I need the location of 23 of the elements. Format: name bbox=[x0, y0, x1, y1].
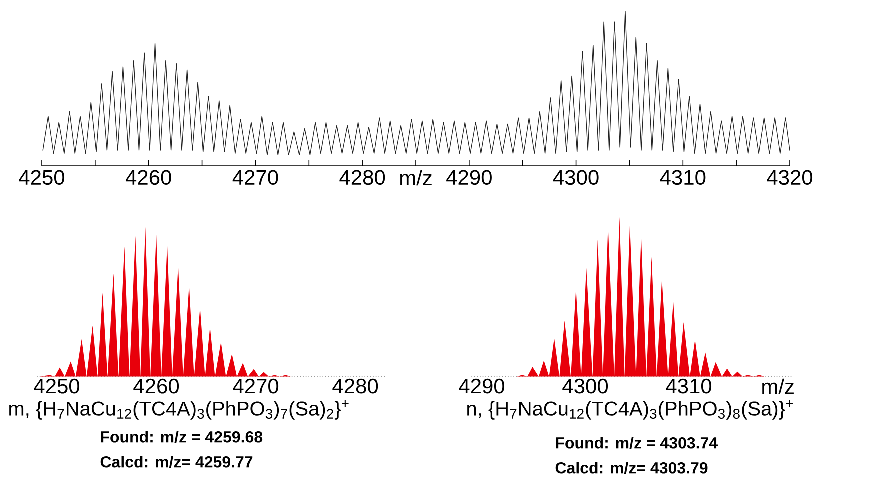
x-tick-label: 4310 bbox=[666, 378, 712, 394]
x-axis-title: m/z bbox=[762, 378, 794, 394]
x-tick-label: 4260 bbox=[126, 170, 172, 186]
x-tick-label: 4270 bbox=[233, 378, 279, 394]
x-tick-label: 4260 bbox=[134, 378, 180, 394]
x-axis-title: m/z bbox=[400, 170, 432, 186]
x-tick-label: 4300 bbox=[562, 378, 608, 394]
x-tick-label: 4300 bbox=[553, 170, 599, 186]
x-tick-label: 4250 bbox=[19, 170, 65, 186]
x-tick-label: 4310 bbox=[660, 170, 706, 186]
text: Found: m/z = 4303.74 bbox=[556, 437, 718, 449]
text: m, {H$_{7}$NaCu$_{12}$(TC4A)$_{3}$(PhPO$_{3}$)$_{7}$(Sa)$_{2}$}$^{+}$ bbox=[10, 400, 349, 420]
x-tick-label: 4290 bbox=[446, 170, 492, 186]
x-tick-label: 4320 bbox=[767, 170, 813, 186]
x-tick-label: 4250 bbox=[34, 378, 80, 394]
x-tick-label: 4280 bbox=[332, 378, 378, 394]
text: Calcd: m/z= 4303.79 bbox=[556, 462, 708, 474]
text: n, {H$_{7}$NaCu$_{12}$(TC4A)$_{3}$(PhPO$_{3}$)$_{8}$(Sa)}$^{+}$ bbox=[468, 400, 793, 420]
text: Calcd: m/z= 4259.77 bbox=[100, 456, 253, 468]
x-tick-label: 4270 bbox=[232, 170, 278, 186]
x-tick-label: 4280 bbox=[340, 170, 386, 186]
x-tick-label: 4290 bbox=[459, 378, 505, 394]
text: Found: m/z = 4259.68 bbox=[101, 431, 263, 443]
